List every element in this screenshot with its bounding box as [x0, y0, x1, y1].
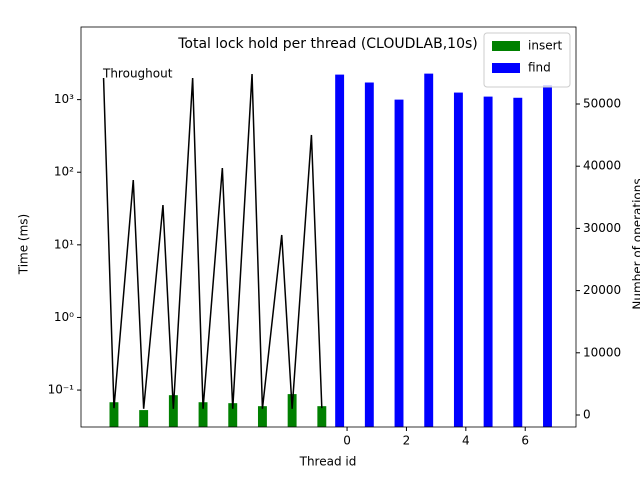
- x-axis-label: Thread id: [299, 455, 357, 469]
- y-tick-label: 10⁰: [54, 310, 74, 324]
- y2-tick-label: 40000: [583, 159, 621, 173]
- bar: [394, 99, 404, 428]
- y-tick-label: 10³: [54, 92, 74, 106]
- bar: [424, 73, 434, 427]
- chart-title: Total lock hold per thread (CLOUDLAB,10s…: [177, 36, 477, 52]
- legend-label: insert: [528, 39, 563, 53]
- bar: [513, 97, 523, 427]
- y-tick-label: 10¹: [54, 237, 74, 251]
- y-axis-label: Time (ms): [17, 214, 31, 276]
- bar: [228, 403, 238, 427]
- legend-swatch: [492, 41, 520, 51]
- bar: [453, 92, 463, 427]
- bar: [168, 395, 178, 427]
- y2-tick-label: 30000: [583, 221, 621, 235]
- bar: [543, 85, 552, 427]
- bar: [109, 402, 119, 427]
- x-tick-label: 2: [403, 434, 411, 448]
- plot-area: [102, 73, 552, 428]
- x-tick-label: 6: [521, 434, 529, 448]
- x-tick-label: 0: [343, 434, 351, 448]
- y2-tick-label: 20000: [583, 283, 621, 297]
- annotation: Throughout: [102, 67, 173, 81]
- bar: [483, 96, 493, 427]
- line: [102, 73, 323, 409]
- bar: [335, 74, 345, 428]
- axes-frame: [80, 26, 577, 428]
- legend-swatch: [492, 63, 520, 73]
- bar: [139, 410, 149, 427]
- x-tick-label: 4: [462, 434, 470, 448]
- bar: [257, 406, 267, 427]
- y-tick-label: 10⁻¹: [48, 383, 75, 397]
- y2-axis-label: Number of operations: [631, 178, 640, 309]
- y2-tick-label: 10000: [583, 345, 621, 359]
- y-tick-label: 10²: [54, 165, 74, 179]
- bar: [317, 406, 327, 427]
- bar: [364, 82, 374, 427]
- legend-label: find: [528, 61, 551, 75]
- bar: [198, 402, 208, 427]
- y2-tick-label: 50000: [583, 97, 621, 111]
- y2-tick-label: 0: [583, 407, 591, 421]
- bar: [287, 394, 297, 427]
